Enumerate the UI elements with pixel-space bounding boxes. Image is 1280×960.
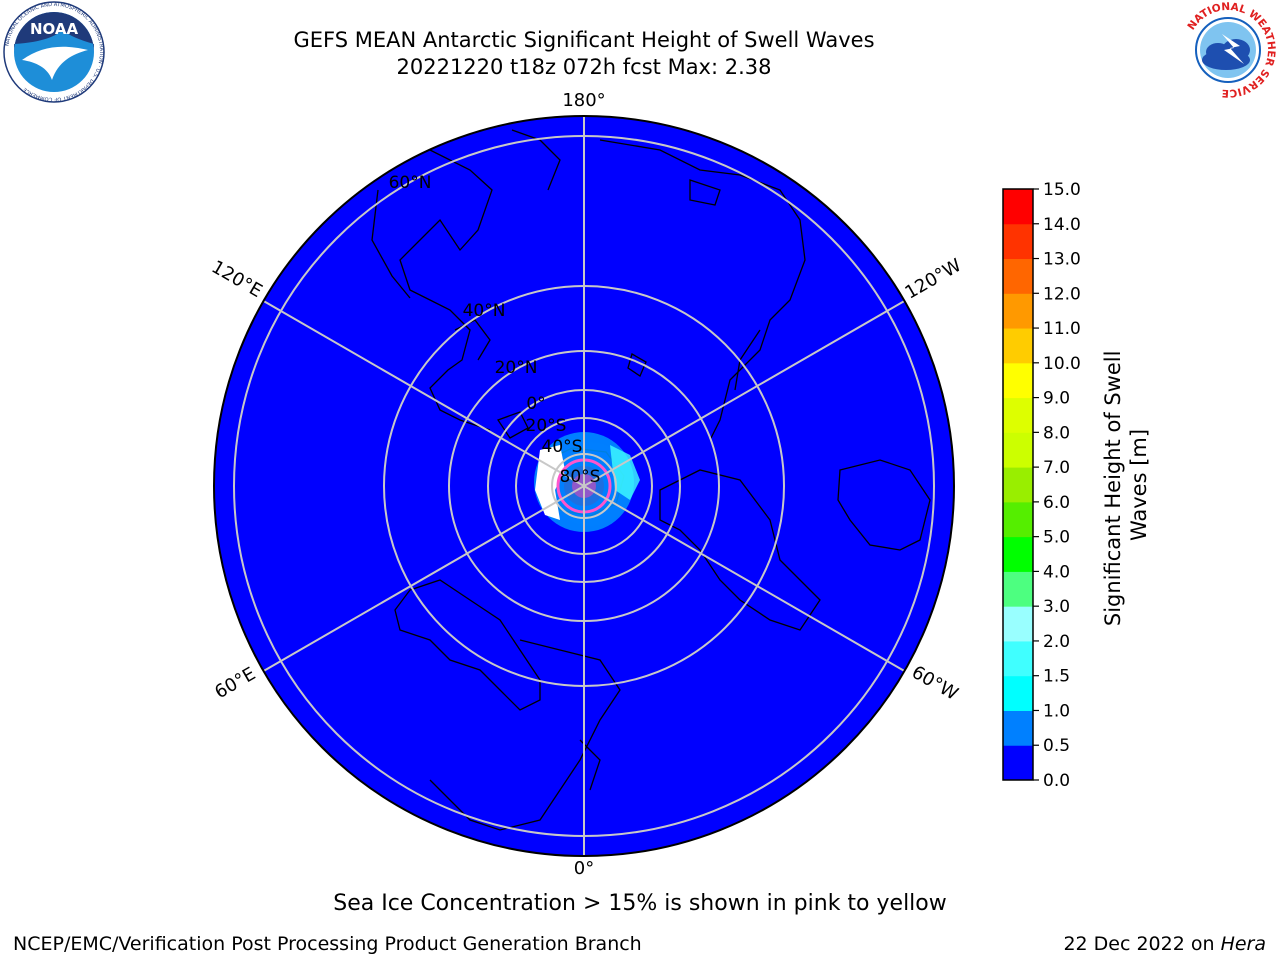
footer-date-text: 22 Dec 2022 on: [1063, 933, 1221, 955]
colorbar-label-line2: Waves [m]: [1127, 429, 1151, 541]
colorbar-swatch: [1003, 675, 1033, 711]
colorbar-swatch: [1003, 501, 1033, 538]
colorbar-tick-label: 2.0: [1043, 632, 1070, 652]
colorbar-tick-label: 0.0: [1043, 771, 1070, 791]
colorbar-tick-label: 5.0: [1043, 528, 1070, 548]
colorbar-tick-label: 0.5: [1043, 736, 1070, 756]
longitude-grid: [263, 116, 905, 856]
footer-host: Hera: [1220, 933, 1266, 955]
colorbar-swatch: [1003, 432, 1033, 468]
colorbar-tick-label: 3.0: [1043, 597, 1070, 617]
colorbar-tick-label: 12.0: [1043, 284, 1081, 304]
lat-label-20s: 20°S: [526, 416, 567, 436]
colorbar-swatch: [1003, 328, 1033, 364]
colorbar-swatch: [1003, 362, 1033, 399]
colorbar-swatch: [1003, 223, 1033, 260]
nws-logo: NATIONAL WEATHER SERVICE: [1181, 1, 1277, 99]
lon-label-60w: 60°W: [908, 662, 962, 705]
lon-label-60e: 60°E: [211, 663, 259, 703]
colorbar-tick-label: 8.0: [1043, 423, 1070, 443]
colorbar-tick-label: 4.0: [1043, 562, 1070, 582]
colorbar-swatch: [1003, 467, 1033, 503]
lon-label-0: 0°: [574, 858, 594, 879]
colorbar-border: [1002, 188, 1034, 781]
colorbar-swatch: [1003, 710, 1033, 746]
footer-date: 22 Dec 2022 on Hera: [1063, 933, 1266, 955]
colorbar-swatch: [1003, 571, 1033, 607]
lat-label-0: 0°: [526, 394, 545, 414]
sea-ice-note: Sea Ice Concentration > 15% is shown in …: [333, 891, 947, 916]
map-title: GEFS MEAN Antarctic Significant Height o…: [293, 28, 875, 52]
noaa-logo-text: NOAA: [30, 20, 79, 38]
lat-label-40n: 40°N: [463, 301, 506, 321]
colorbar-swatch: [1003, 397, 1033, 433]
lon-label-120e: 120°E: [208, 256, 266, 302]
colorbar-tick-label: 9.0: [1043, 389, 1070, 409]
colorbar-tick-label: 6.0: [1043, 493, 1070, 513]
map-border: [213, 115, 955, 857]
colorbar-tick-label: 7.0: [1043, 458, 1070, 478]
lon-label-180: 180°: [562, 90, 605, 111]
colorbar-tick-label: 1.5: [1043, 667, 1070, 687]
colorbar-tick-label: 15.0: [1043, 180, 1081, 200]
footer-credit: NCEP/EMC/Verification Post Processing Pr…: [13, 933, 642, 955]
noaa-logo: NOAA NATIONAL OCEANIC AND ATMOSPHERIC AD…: [3, 1, 105, 103]
colorbar-swatch: [1003, 745, 1033, 781]
colorbar-swatch: [1003, 293, 1033, 329]
colorbar-label: Significant Height of Swell Waves [m]: [1101, 344, 1151, 626]
lat-label-80s: 80°S: [560, 467, 601, 487]
colorbar-tick-label: 1.0: [1043, 701, 1070, 721]
colorbar-tick-label: 10.0: [1043, 354, 1081, 374]
colorbar: 0.0 0.5 1.0 1.5 2.0 3.0 4.0 5.0 6.0 7.0 8.0 9.0 10.0…: [1002, 180, 1081, 791]
colorbar-swatch: [1003, 536, 1033, 572]
lat-label-40s: 40°S: [542, 437, 583, 457]
colorbar-swatch: [1003, 606, 1033, 642]
lat-label-60n: 60°N: [389, 173, 432, 193]
colorbar-tick-label: 11.0: [1043, 319, 1081, 339]
colorbar-tick-label: 13.0: [1043, 250, 1081, 270]
lat-label-20n: 20°N: [495, 358, 538, 378]
map-subtitle: 20221220 t18z 072h fcst Max: 2.38: [396, 55, 772, 79]
colorbar-tick-label: 14.0: [1043, 215, 1081, 235]
lon-label-120w: 120°W: [902, 255, 966, 304]
colorbar-label-line1: Significant Height of Swell: [1101, 351, 1125, 627]
colorbar-swatch: [1003, 189, 1033, 225]
colorbar-swatch: [1003, 258, 1033, 294]
colorbar-swatch: [1003, 640, 1033, 677]
